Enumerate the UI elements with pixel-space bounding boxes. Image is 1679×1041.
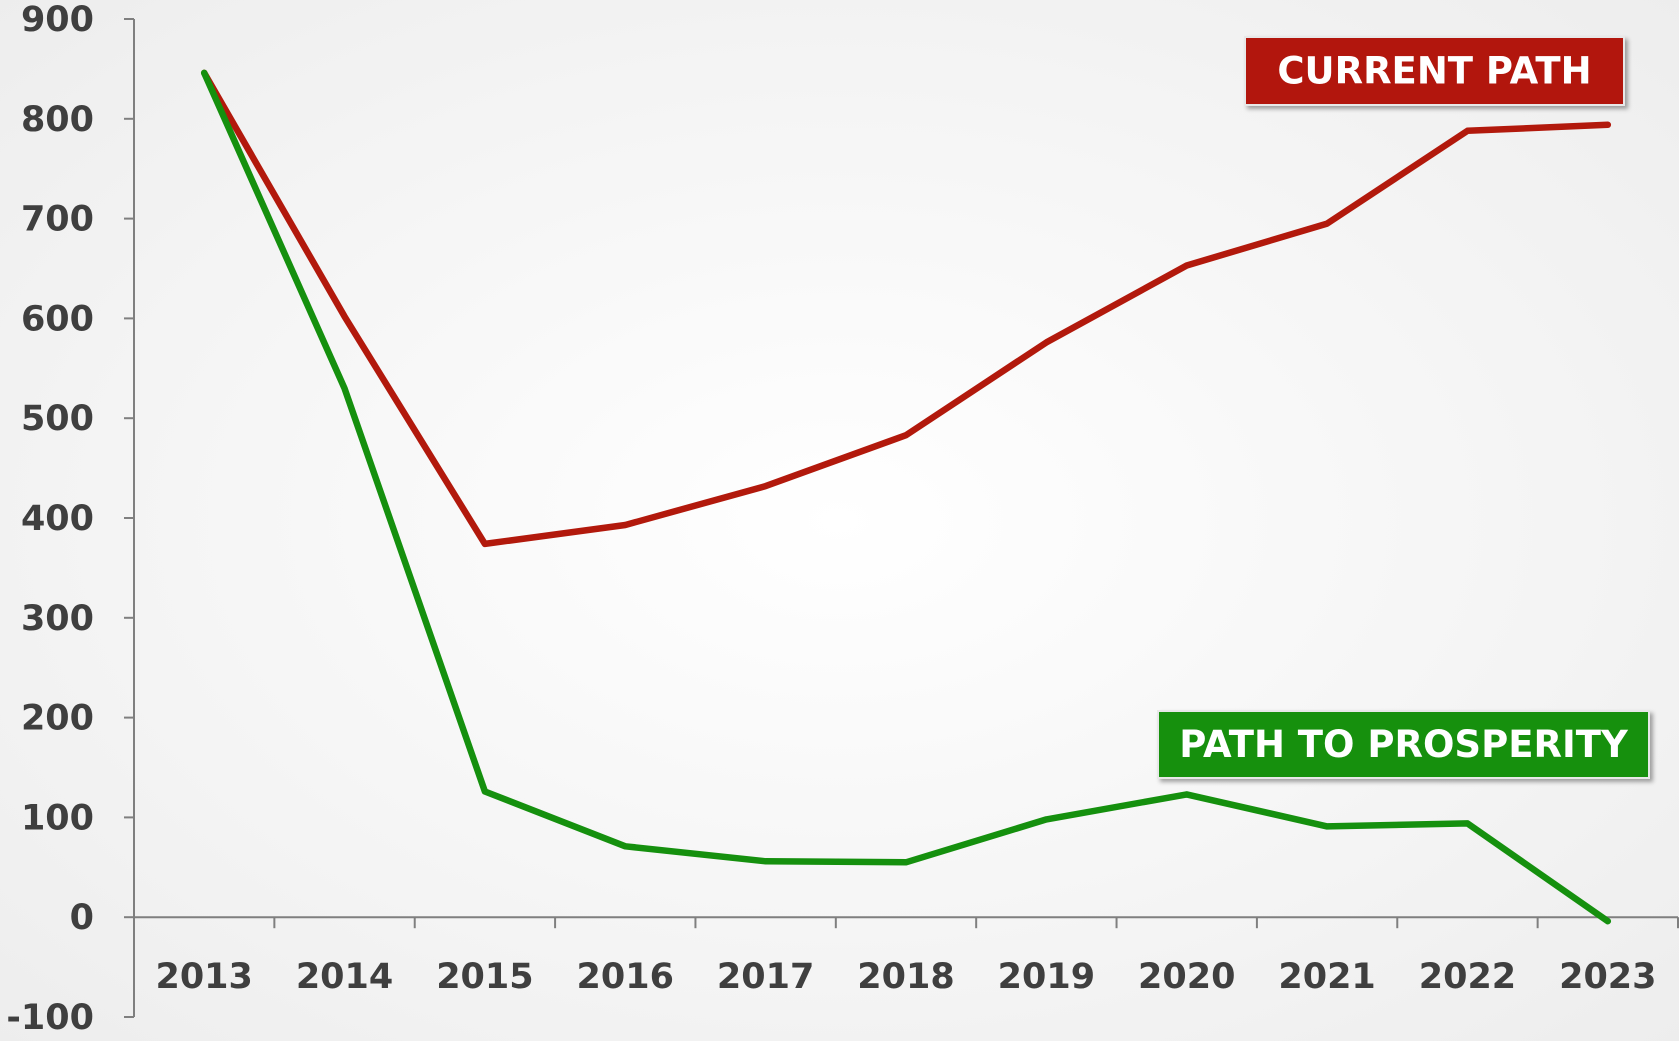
x-tick-label: 2020 <box>1138 957 1235 997</box>
legend-label: PATH TO PROSPERITY <box>1179 723 1629 766</box>
y-tick-label: 300 <box>21 599 94 639</box>
legend-label: CURRENT PATH <box>1277 50 1591 93</box>
x-tick-label: 2018 <box>857 957 954 997</box>
y-tick-label: 0 <box>70 898 94 938</box>
x-tick-label: 2021 <box>1278 957 1375 997</box>
legend-box <box>1244 36 1625 106</box>
y-tick-label: -100 <box>6 998 94 1038</box>
x-tick-label: 2013 <box>155 957 252 997</box>
series-line <box>200 69 1612 548</box>
series-line <box>200 69 1612 925</box>
y-tick-label: 200 <box>21 699 94 739</box>
x-tick-label: 2019 <box>998 957 1095 997</box>
y-tick-label: 800 <box>21 100 94 140</box>
legend-box <box>1157 710 1650 779</box>
x-tick-label: 2023 <box>1559 957 1656 997</box>
x-tick-label: 2015 <box>436 957 533 997</box>
y-tick-label: 600 <box>21 299 94 339</box>
x-tick-label: 2022 <box>1419 957 1516 997</box>
y-tick-label: 900 <box>21 0 94 40</box>
y-tick-label: 100 <box>21 798 94 838</box>
y-tick-label: 400 <box>21 499 94 539</box>
x-tick-label: 2016 <box>577 957 674 997</box>
y-tick-label: 500 <box>21 399 94 439</box>
x-tick-label: 2017 <box>717 957 814 997</box>
x-tick-label: 2014 <box>296 957 393 997</box>
y-tick-label: 700 <box>21 200 94 240</box>
